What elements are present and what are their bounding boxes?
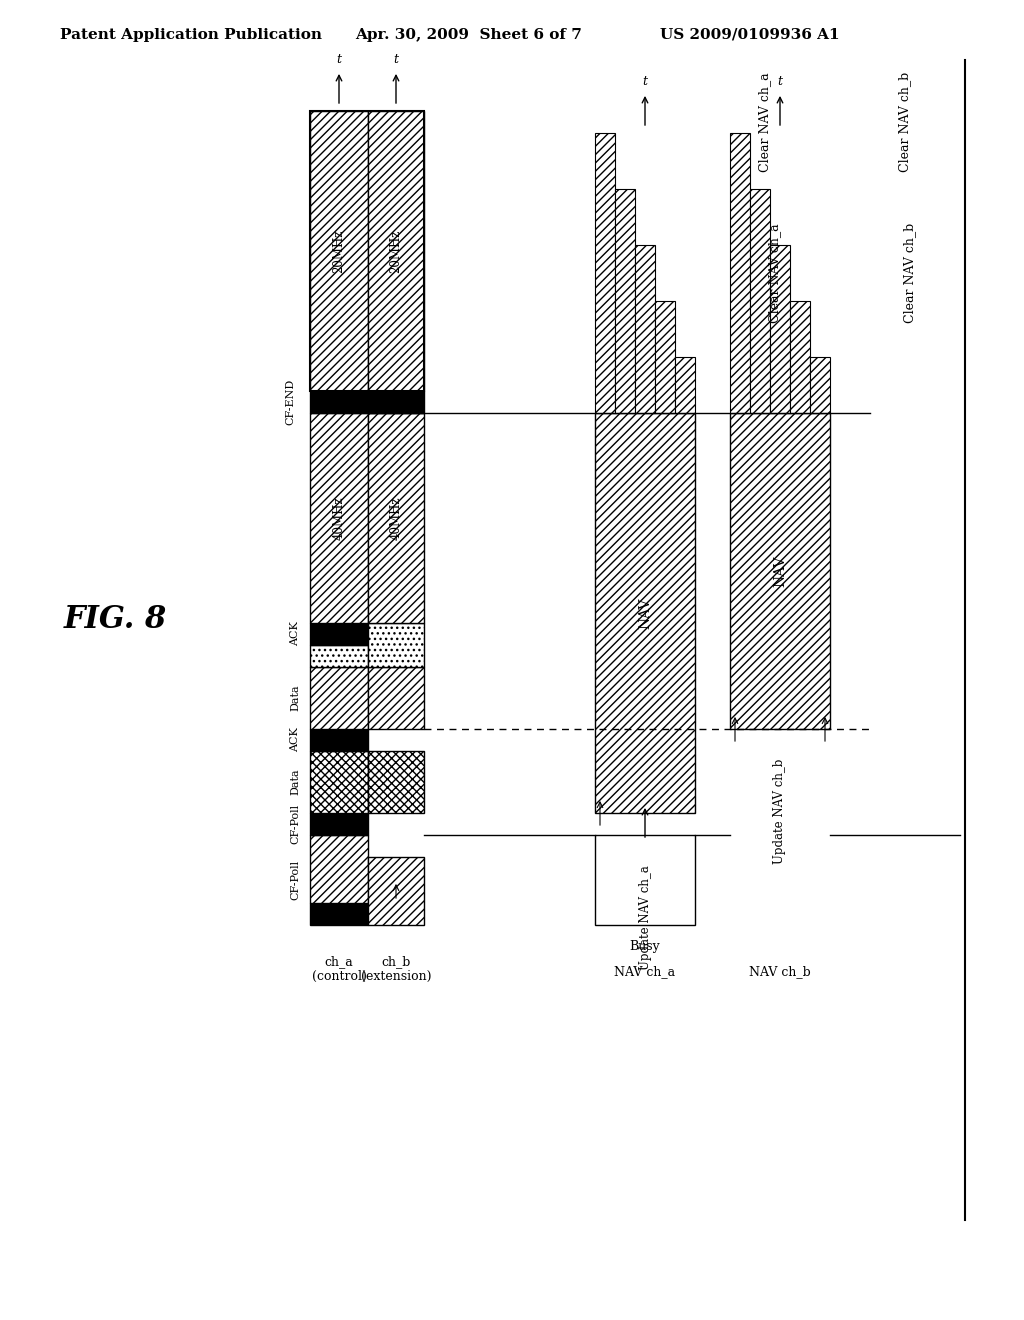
Bar	[368, 413, 424, 623]
Bar	[310, 751, 368, 813]
Bar	[368, 667, 424, 729]
Text: t: t	[393, 53, 398, 66]
Bar	[310, 111, 368, 391]
Text: CF-END: CF-END	[285, 379, 295, 425]
Bar	[595, 836, 695, 925]
Text: NAV ch_b: NAV ch_b	[750, 965, 811, 978]
Text: Clear NAV ch_a: Clear NAV ch_a	[768, 223, 781, 323]
Bar	[810, 356, 830, 413]
Bar	[310, 623, 368, 645]
Text: Update NAV ch_a: Update NAV ch_a	[639, 865, 651, 970]
Bar	[730, 133, 750, 413]
Text: t: t	[777, 75, 782, 88]
Bar	[730, 413, 830, 729]
Bar	[635, 246, 655, 413]
Text: FIG. 8: FIG. 8	[63, 605, 167, 635]
Bar	[368, 111, 424, 391]
Text: Clear NAV ch_b: Clear NAV ch_b	[898, 71, 911, 172]
Text: Clear NAV ch_a: Clear NAV ch_a	[759, 73, 771, 172]
Text: ACK: ACK	[290, 727, 300, 752]
Text: CF-Poll: CF-Poll	[290, 804, 300, 843]
Bar	[310, 903, 368, 925]
Bar	[310, 729, 368, 751]
Bar	[790, 301, 810, 413]
Bar	[368, 391, 424, 413]
Bar	[750, 189, 770, 413]
Text: Busy: Busy	[630, 940, 660, 953]
Text: Patent Application Publication: Patent Application Publication	[60, 28, 322, 42]
Bar	[770, 246, 790, 413]
Text: 20MHz: 20MHz	[333, 230, 345, 273]
Text: ACK: ACK	[290, 622, 300, 647]
Bar	[615, 189, 635, 413]
Text: t: t	[337, 53, 341, 66]
Text: 40MHz: 40MHz	[389, 496, 402, 540]
Text: t: t	[642, 75, 647, 88]
Bar	[310, 413, 368, 623]
Text: ch_a
(control): ch_a (control)	[311, 954, 367, 983]
Text: NAV: NAV	[773, 556, 787, 586]
Text: ch_b
(extension): ch_b (extension)	[360, 954, 431, 983]
Bar	[595, 133, 615, 413]
Text: 20MHz: 20MHz	[389, 230, 402, 273]
Bar	[368, 857, 424, 925]
Text: Apr. 30, 2009  Sheet 6 of 7: Apr. 30, 2009 Sheet 6 of 7	[355, 28, 582, 42]
Bar	[310, 391, 368, 413]
Text: Data: Data	[290, 768, 300, 796]
Text: Clear NAV ch_b: Clear NAV ch_b	[903, 223, 916, 323]
Bar	[310, 813, 368, 836]
Text: Update NAV ch_b: Update NAV ch_b	[773, 759, 786, 865]
Text: US 2009/0109936 A1: US 2009/0109936 A1	[660, 28, 840, 42]
Bar	[310, 667, 368, 729]
Bar	[595, 413, 695, 813]
Bar	[310, 645, 368, 667]
Bar	[368, 751, 424, 813]
Text: Data: Data	[290, 685, 300, 711]
Text: 40MHz: 40MHz	[333, 496, 345, 540]
Text: NAV ch_a: NAV ch_a	[614, 965, 676, 978]
Bar	[310, 111, 424, 391]
Bar	[675, 356, 695, 413]
Text: NAV: NAV	[638, 598, 652, 628]
Bar	[368, 623, 424, 667]
Text: CF-Poll: CF-Poll	[290, 859, 300, 900]
Bar	[655, 301, 675, 413]
Bar	[310, 836, 368, 903]
